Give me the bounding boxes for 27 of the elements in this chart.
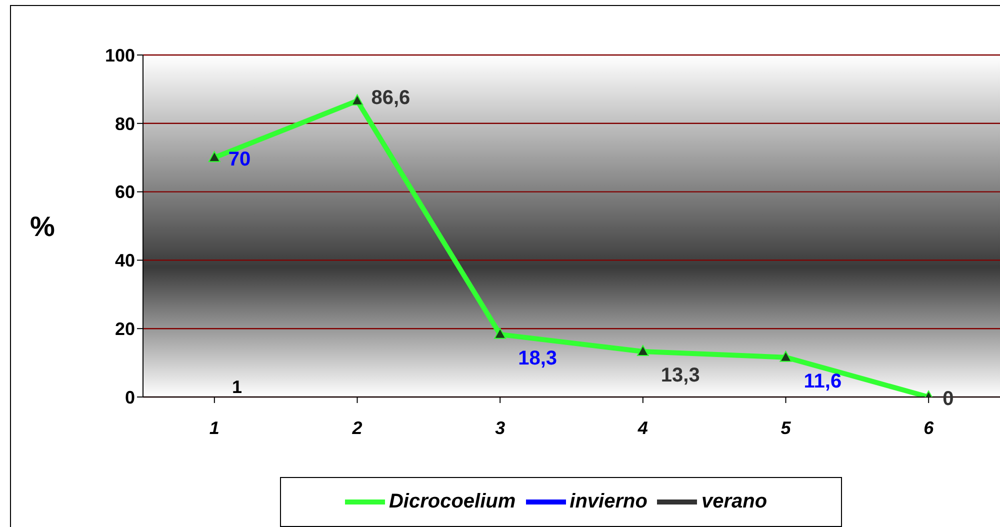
annotation: 1 bbox=[232, 377, 242, 397]
x-tick-label: 5 bbox=[780, 418, 792, 438]
x-tick-label: 1 bbox=[209, 418, 220, 438]
y-tick-label: 60 bbox=[114, 182, 135, 202]
data-label: 70 bbox=[228, 148, 251, 171]
point bbox=[780, 350, 792, 362]
data-label: 18,3 bbox=[518, 347, 558, 370]
point bbox=[208, 151, 220, 162]
data-label: 11,6 bbox=[804, 370, 842, 392]
legend-label: verano bbox=[701, 490, 768, 512]
y-axis-title: % bbox=[30, 210, 55, 242]
point bbox=[494, 328, 506, 339]
x-tick-label: 6 bbox=[924, 418, 935, 438]
y-tick-label: 20 bbox=[114, 318, 135, 339]
x-tick-label: 4 bbox=[636, 418, 648, 438]
legend-label: invierno bbox=[570, 490, 648, 512]
legend-label: Dicrocoelium bbox=[388, 490, 516, 512]
y-tick-label: 0 bbox=[124, 387, 135, 408]
x-tick-label: 3 bbox=[495, 418, 506, 438]
y-tick-label: 40 bbox=[114, 250, 135, 271]
y-tick-label: 80 bbox=[114, 114, 135, 134]
x-tick-label: 2 bbox=[351, 418, 362, 438]
point bbox=[351, 94, 364, 106]
y-tick-label: 100 bbox=[104, 45, 135, 66]
point bbox=[636, 345, 649, 356]
data-label: 13,3 bbox=[660, 364, 700, 387]
data-label: 86,6 bbox=[371, 86, 410, 109]
